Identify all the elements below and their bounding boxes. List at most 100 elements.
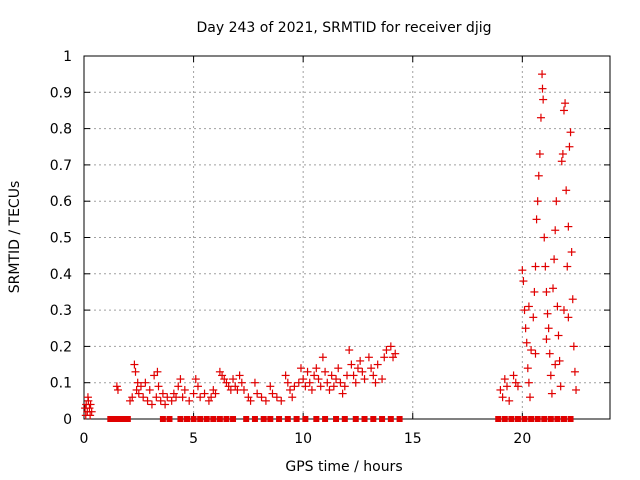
data-point (534, 171, 543, 180)
zero-point (184, 416, 191, 422)
data-point (558, 150, 567, 159)
data-point (112, 382, 121, 391)
data-point (314, 375, 323, 384)
data-point (218, 371, 227, 380)
zero-point (190, 416, 197, 422)
data-point (207, 393, 216, 402)
data-point (176, 375, 185, 384)
y-tick-label: 0 (63, 412, 72, 428)
zero-point (230, 416, 237, 422)
x-tick-label: 5 (189, 431, 198, 447)
data-point (340, 382, 349, 391)
data-point (204, 396, 213, 405)
data-point (222, 378, 231, 387)
data-point (154, 382, 163, 391)
data-point (533, 197, 542, 206)
data-point (554, 331, 563, 340)
data-point (139, 393, 148, 402)
data-point (237, 378, 246, 387)
data-point (253, 389, 262, 398)
data-point (523, 364, 532, 373)
zero-point (197, 416, 204, 422)
y-tick-label: 0.2 (50, 339, 72, 355)
zero-point (243, 416, 250, 422)
data-point (349, 371, 358, 380)
data-point (167, 396, 176, 405)
x-axis-label: GPS time / hours (285, 459, 402, 475)
data-point (556, 382, 565, 391)
data-point (83, 393, 92, 402)
data-point (318, 353, 327, 362)
zero-point (120, 416, 127, 422)
data-point (369, 371, 378, 380)
data-point (209, 385, 218, 394)
grid-lines (84, 56, 610, 419)
data-point (312, 364, 321, 373)
data-point (126, 396, 135, 405)
data-point (509, 371, 518, 380)
data-point (527, 346, 536, 355)
zero-point (124, 416, 131, 422)
y-tick-label: 0.7 (50, 158, 72, 174)
data-point (283, 378, 292, 387)
data-point (345, 346, 354, 355)
data-point (520, 306, 529, 315)
x-tick-label: 10 (294, 431, 312, 447)
data-point (524, 302, 533, 311)
data-point (547, 389, 556, 398)
zero-point (361, 416, 368, 422)
data-point (502, 382, 511, 391)
x-tick-label: 15 (404, 431, 422, 447)
data-point (158, 389, 167, 398)
data-point (532, 215, 541, 224)
data-point (391, 349, 400, 358)
data-point (511, 378, 520, 387)
data-point (513, 382, 522, 391)
data-point (178, 393, 187, 402)
data-point (215, 367, 224, 376)
zero-point (293, 416, 300, 422)
data-point (231, 382, 240, 391)
data-point (332, 375, 341, 384)
zero-point (501, 416, 508, 422)
zero-point (251, 416, 258, 422)
data-point (325, 385, 334, 394)
data-point (161, 400, 170, 409)
y-tick-label: 1 (63, 49, 72, 65)
data-point (338, 389, 347, 398)
data-point (281, 371, 290, 380)
data-point (257, 393, 266, 402)
zero-point (302, 416, 309, 422)
data-point (360, 375, 369, 384)
data-point (526, 393, 535, 402)
data-point (555, 356, 564, 365)
data-point (211, 389, 220, 398)
data-point (358, 367, 367, 376)
data-point (564, 313, 573, 322)
zero-point (159, 416, 166, 422)
data-point (220, 375, 229, 384)
data-point (87, 407, 96, 416)
y-tick-label: 0.6 (50, 194, 72, 210)
y-tick-label: 0.9 (50, 85, 72, 101)
data-point (356, 356, 365, 365)
data-point (559, 106, 568, 115)
data-point (128, 393, 137, 402)
data-points (81, 70, 581, 422)
data-point (329, 382, 338, 391)
data-point (553, 302, 562, 311)
data-point (367, 364, 376, 373)
data-point (347, 360, 356, 369)
data-point (563, 262, 572, 271)
data-point (522, 338, 531, 347)
data-point (301, 382, 310, 391)
data-point (566, 128, 575, 137)
data-point (521, 324, 530, 333)
data-point (147, 400, 156, 409)
data-point (303, 367, 312, 376)
data-point (316, 382, 325, 391)
data-point (134, 389, 143, 398)
zero-point (521, 416, 528, 422)
data-point (568, 295, 577, 304)
